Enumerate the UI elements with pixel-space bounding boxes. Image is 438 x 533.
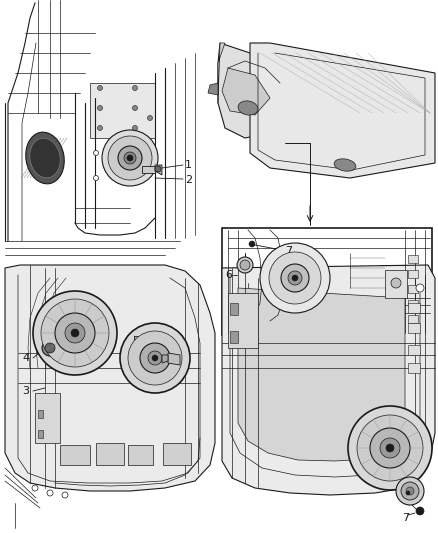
Circle shape <box>288 271 302 285</box>
Text: 7: 7 <box>285 246 292 256</box>
Bar <box>230 331 238 343</box>
Text: 7: 7 <box>402 513 409 523</box>
Text: 6: 6 <box>225 270 232 280</box>
Circle shape <box>45 343 55 353</box>
Polygon shape <box>208 83 218 95</box>
Circle shape <box>108 136 152 180</box>
Circle shape <box>370 428 410 468</box>
Circle shape <box>401 482 419 500</box>
Text: 2: 2 <box>185 175 192 185</box>
Circle shape <box>93 175 99 181</box>
Polygon shape <box>162 355 168 363</box>
Bar <box>385 270 407 298</box>
Circle shape <box>416 449 424 457</box>
Circle shape <box>380 438 400 458</box>
Bar <box>163 443 191 465</box>
Bar <box>408 345 420 355</box>
Ellipse shape <box>334 159 356 171</box>
Circle shape <box>42 340 58 356</box>
Circle shape <box>133 85 138 91</box>
Circle shape <box>62 492 68 498</box>
Circle shape <box>416 507 424 515</box>
Polygon shape <box>218 43 285 138</box>
Polygon shape <box>222 265 435 495</box>
Bar <box>60 445 90 465</box>
Text: 3: 3 <box>22 386 29 396</box>
Circle shape <box>292 275 298 281</box>
Circle shape <box>348 406 432 490</box>
Circle shape <box>98 85 102 91</box>
Circle shape <box>260 243 330 313</box>
Circle shape <box>124 152 136 164</box>
Text: 10: 10 <box>374 456 387 466</box>
Circle shape <box>237 257 253 273</box>
Circle shape <box>133 106 138 110</box>
Bar <box>230 303 238 315</box>
Circle shape <box>102 130 158 186</box>
Circle shape <box>152 355 158 361</box>
Circle shape <box>133 125 138 131</box>
Circle shape <box>357 415 423 481</box>
Circle shape <box>128 331 182 385</box>
Ellipse shape <box>30 138 60 178</box>
Text: 4: 4 <box>22 353 29 363</box>
Circle shape <box>406 487 414 495</box>
Polygon shape <box>142 166 155 173</box>
Bar <box>408 315 418 323</box>
Polygon shape <box>90 83 155 138</box>
Circle shape <box>47 490 53 496</box>
Circle shape <box>55 313 95 353</box>
Circle shape <box>127 155 133 161</box>
Circle shape <box>391 278 401 288</box>
Circle shape <box>93 150 99 156</box>
Circle shape <box>41 299 109 367</box>
Bar <box>128 445 153 465</box>
Polygon shape <box>250 43 435 178</box>
Bar <box>408 285 418 293</box>
Bar <box>408 323 420 333</box>
Text: 1: 1 <box>185 160 192 170</box>
Bar <box>222 228 432 335</box>
Circle shape <box>406 491 410 495</box>
Circle shape <box>281 264 309 292</box>
Circle shape <box>269 252 321 304</box>
Circle shape <box>98 106 102 110</box>
Circle shape <box>140 343 170 373</box>
Circle shape <box>416 284 424 292</box>
Bar <box>38 430 43 438</box>
Circle shape <box>148 351 162 365</box>
Ellipse shape <box>238 101 258 115</box>
Circle shape <box>240 260 250 270</box>
Circle shape <box>118 146 142 170</box>
Polygon shape <box>222 68 270 115</box>
Circle shape <box>98 125 102 131</box>
Circle shape <box>386 444 394 452</box>
Bar <box>408 363 420 373</box>
Bar <box>96 443 124 465</box>
Text: 9: 9 <box>394 468 401 478</box>
Circle shape <box>71 329 79 337</box>
Circle shape <box>148 116 152 120</box>
Ellipse shape <box>26 132 64 184</box>
Bar <box>228 293 258 348</box>
Polygon shape <box>168 353 180 365</box>
Circle shape <box>120 323 190 393</box>
Bar <box>408 303 420 313</box>
Bar <box>408 255 418 263</box>
Circle shape <box>32 485 38 491</box>
Bar <box>35 393 60 443</box>
Circle shape <box>249 241 255 247</box>
Polygon shape <box>5 265 215 491</box>
Bar <box>38 410 43 418</box>
Polygon shape <box>218 43 225 103</box>
Bar <box>408 270 418 278</box>
Bar <box>408 300 418 308</box>
Polygon shape <box>238 288 405 461</box>
Circle shape <box>65 323 85 343</box>
Polygon shape <box>155 165 162 175</box>
Text: 5: 5 <box>132 336 139 346</box>
Circle shape <box>33 291 117 375</box>
Circle shape <box>396 477 424 505</box>
Circle shape <box>155 166 161 172</box>
